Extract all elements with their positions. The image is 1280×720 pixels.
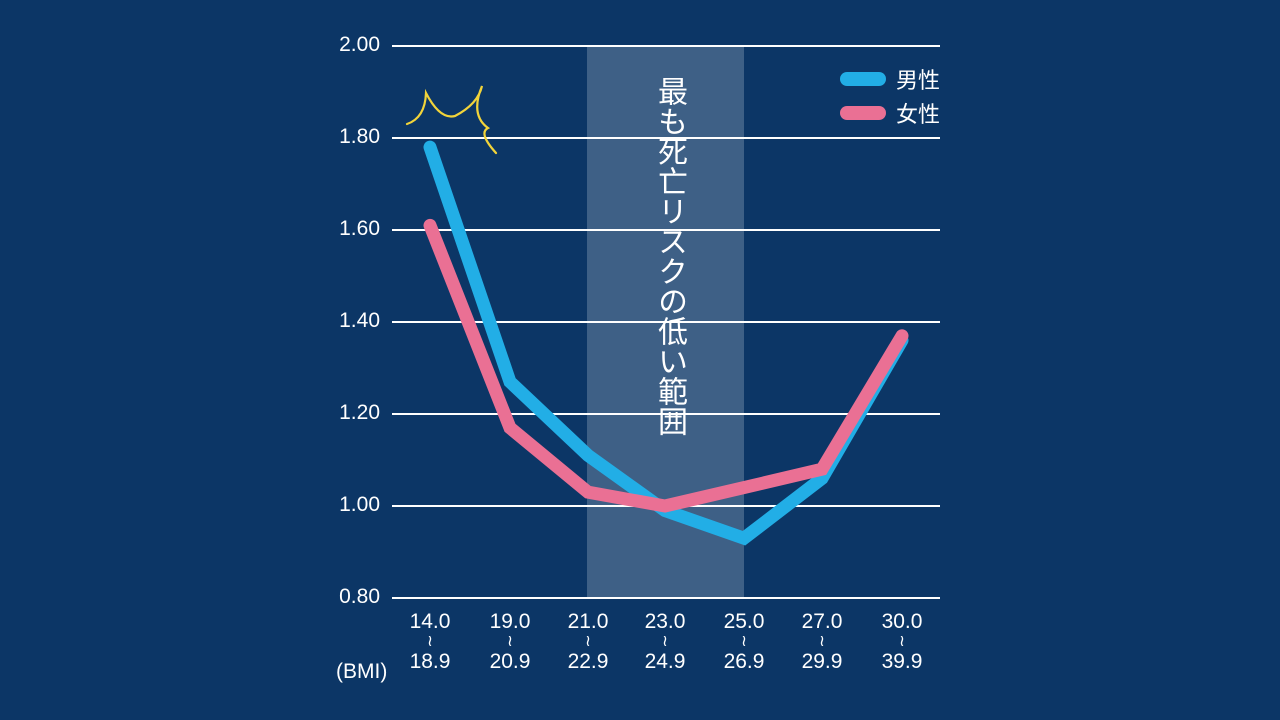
y-tick-label: 2.00 bbox=[339, 33, 380, 56]
x-tick-label: 30.0 ≀ 39.9 bbox=[881, 610, 923, 673]
y-tick-label: 1.80 bbox=[339, 125, 380, 148]
highlight-band-label: 最も死亡リスクの低い範囲 bbox=[652, 76, 687, 436]
y-tick-label: 1.40 bbox=[339, 309, 380, 332]
legend-item-male: 男性 bbox=[839, 62, 940, 96]
legend: 男性 女性 bbox=[839, 62, 940, 130]
y-tick-label: 1.60 bbox=[339, 217, 380, 240]
legend-swatch-male bbox=[839, 72, 886, 86]
y-tick-label: 1.00 bbox=[339, 493, 380, 516]
x-axis-label: (BMI) bbox=[336, 660, 388, 683]
y-tick-label: 1.20 bbox=[339, 401, 380, 424]
x-tick-label: 21.0 ≀ 22.9 bbox=[567, 610, 609, 673]
x-tick-label: 27.0 ≀ 29.9 bbox=[801, 610, 843, 673]
series-line-female bbox=[423, 218, 909, 513]
emphasis-marks-icon bbox=[405, 85, 498, 155]
legend-label-female: 女性 bbox=[895, 103, 940, 128]
x-tick-label: 14.0 ≀ 18.9 bbox=[409, 610, 451, 673]
legend-label-male: 男性 bbox=[895, 69, 940, 94]
x-tick-label: 25.0 ≀ 26.9 bbox=[723, 610, 765, 673]
x-tick-label: 19.0 ≀ 20.9 bbox=[489, 610, 531, 673]
legend-item-female: 女性 bbox=[839, 96, 940, 130]
y-tick-label: 0.80 bbox=[339, 585, 380, 608]
x-tick-label: 23.0 ≀ 24.9 bbox=[644, 610, 686, 673]
legend-swatch-female bbox=[839, 106, 886, 120]
